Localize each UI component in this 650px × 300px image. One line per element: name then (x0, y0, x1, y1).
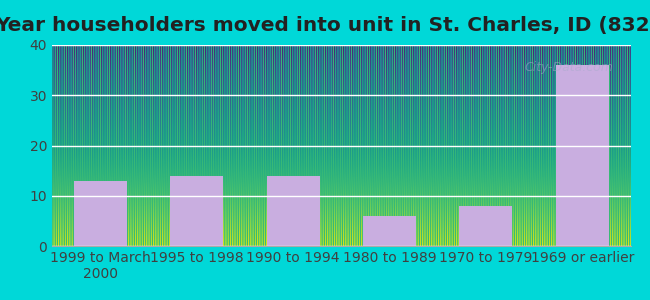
Bar (363, 216, 416, 246)
Bar (73, 181, 127, 246)
Bar (266, 176, 320, 246)
Bar (556, 65, 609, 246)
Bar (460, 206, 512, 246)
Text: City-Data.com: City-Data.com (525, 61, 613, 74)
Bar (170, 176, 223, 246)
Title: Year householders moved into unit in St. Charles, ID (83272): Year householders moved into unit in St.… (0, 16, 650, 35)
